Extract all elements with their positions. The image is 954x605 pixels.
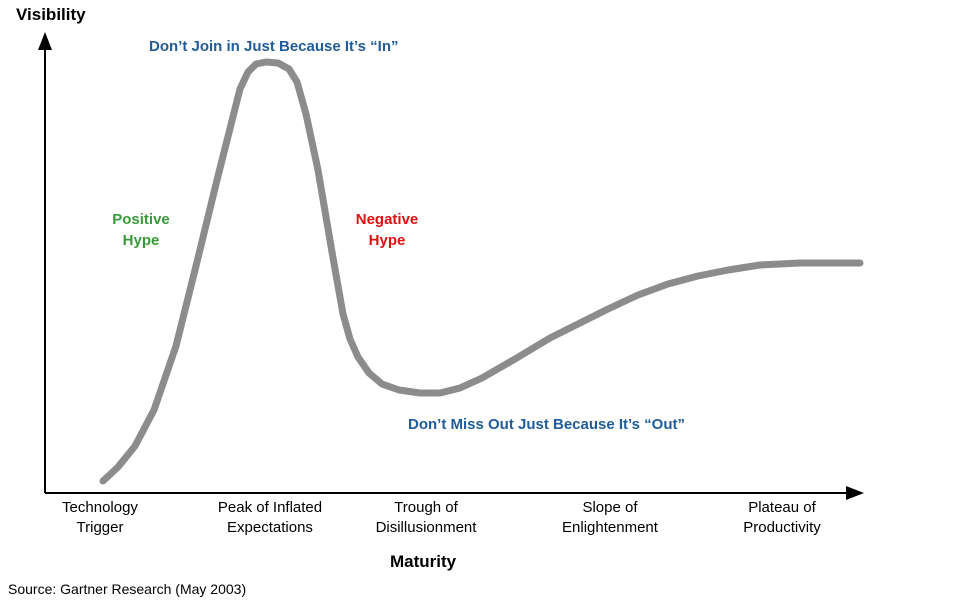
stage-peak-of-inflated-expectations: Peak of Inflated Expectations [217,499,323,536]
stage-technology-trigger: Technology Trigger [62,499,138,536]
x-axis-title: Maturity [390,552,457,571]
source-note: Source: Gartner Research (May 2003) [8,581,247,597]
hype-curve [99,58,864,485]
y-axis-arrow [38,32,52,50]
peak-annotation: Don’t Join in Just Because It’s “In” [149,38,399,55]
stage-slope-of-enlightenment: Slope of Enlightenment [562,499,658,536]
x-axis-arrow [846,486,864,500]
y-axis-title: Visibility [16,5,86,24]
stage-plateau-of-productivity: Plateau of Productivity [743,499,821,536]
negative-hype-label: Negative Hype [355,211,419,249]
positive-hype-label: Positive Hype [112,211,170,249]
stage-trough-of-disillusionment: Trough of Disillusionment [375,499,477,536]
trough-annotation: Don’t Miss Out Just Because It’s “Out” [408,416,685,433]
